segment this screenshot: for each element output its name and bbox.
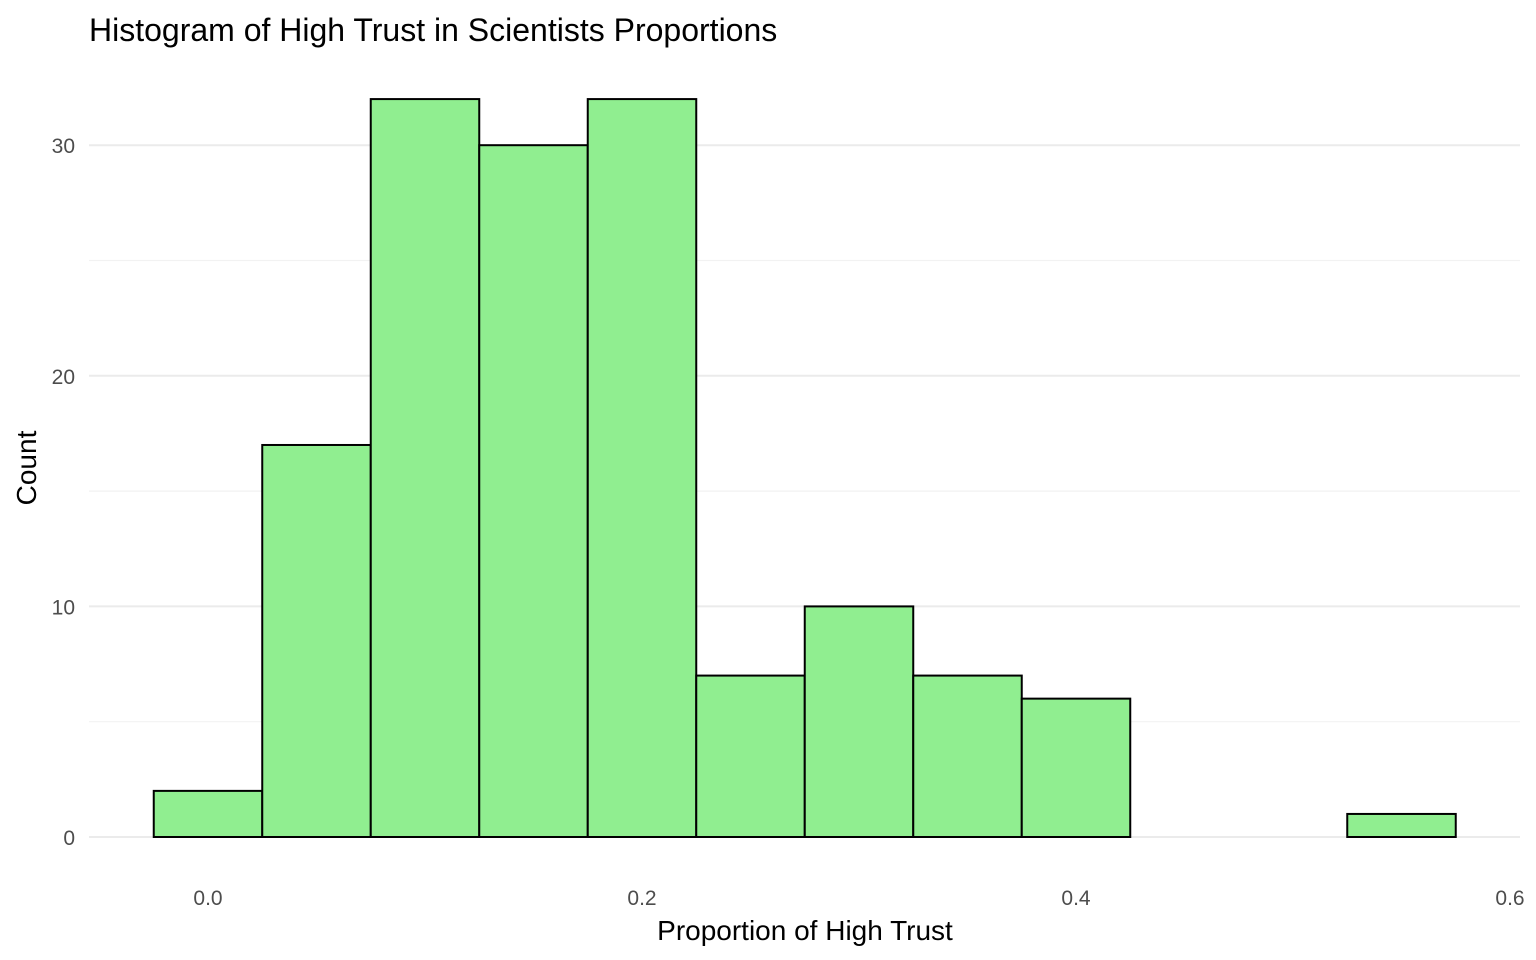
- histogram-bar-1: [152, 789, 264, 839]
- y-tick-label-0: 0: [63, 827, 75, 850]
- bars: [152, 98, 1457, 839]
- x-tick-label-0.4: 0.4: [1061, 887, 1091, 910]
- histogram-bar-3: [369, 98, 481, 838]
- x-axis-ticks: 0.0 0.2 0.4 0.6: [193, 887, 1524, 910]
- y-tick-label-30: 30: [52, 135, 75, 158]
- histogram-bar-4: [478, 144, 589, 838]
- y-axis-title: Count: [11, 430, 42, 505]
- y-axis-ticks: 0 10 20 30: [52, 135, 75, 850]
- y-tick-label-20: 20: [52, 366, 75, 389]
- histogram-bar-9: [1020, 697, 1132, 839]
- histogram-bar-7: [803, 605, 915, 839]
- histogram-bar-8: [912, 674, 1023, 839]
- x-tick-label-0.6: 0.6: [1495, 887, 1524, 910]
- histogram-bar-6: [695, 674, 806, 839]
- x-tick-label-0.0: 0.0: [193, 887, 222, 910]
- histogram-bar-2: [261, 443, 372, 838]
- chart-title: Histogram of High Trust in Scientists Pr…: [89, 12, 777, 48]
- x-axis-title: Proportion of High Trust: [657, 915, 953, 946]
- x-tick-label-0.2: 0.2: [627, 887, 656, 910]
- histogram-bar-12: [1346, 812, 1457, 839]
- histogram-bar-5: [586, 98, 698, 838]
- y-tick-label-10: 10: [52, 596, 75, 619]
